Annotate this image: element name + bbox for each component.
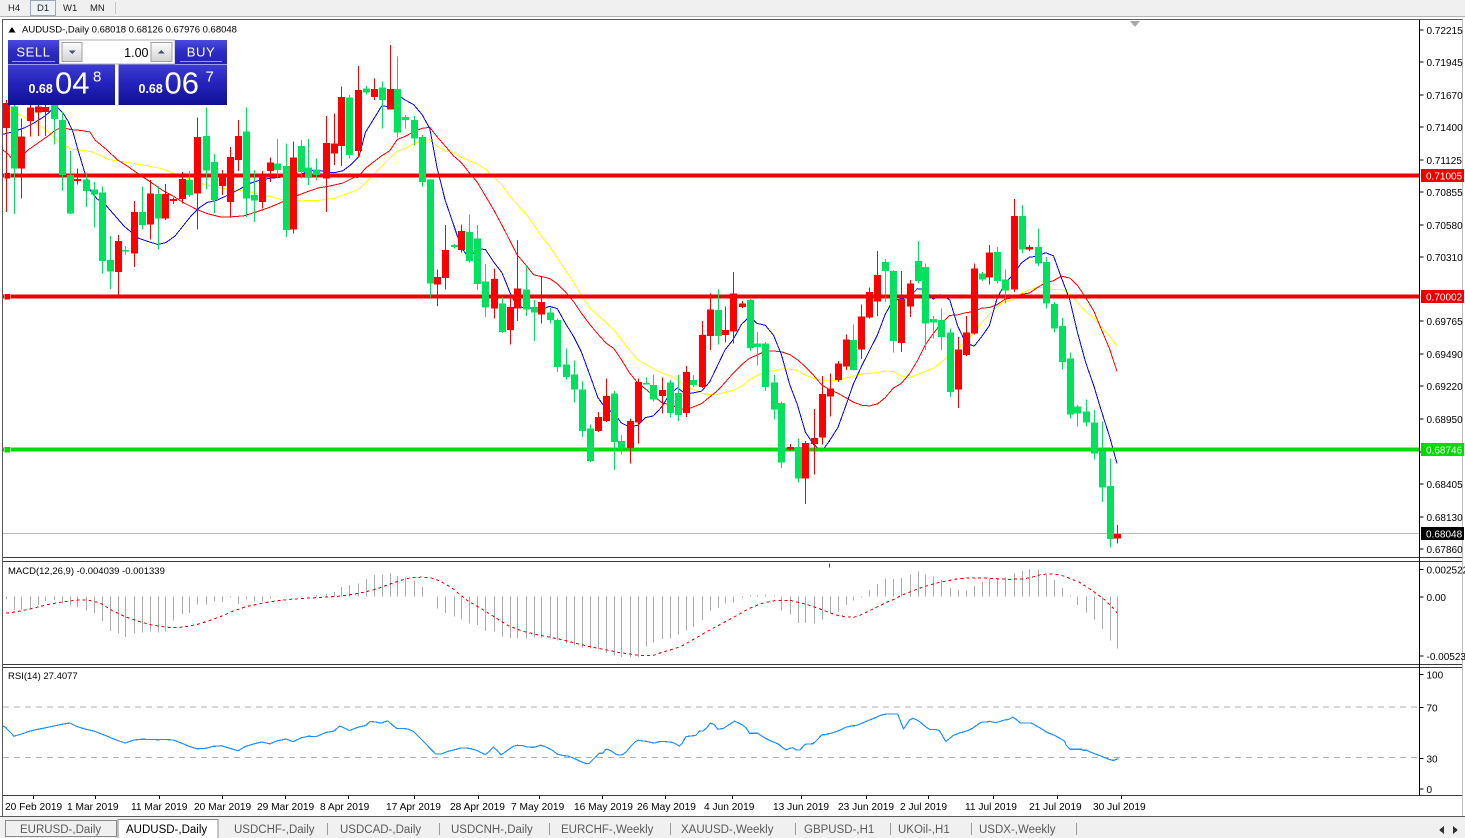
svg-text:7 May 2019: 7 May 2019 [511, 802, 565, 813]
svg-text:13 Jun 2019: 13 Jun 2019 [773, 802, 829, 813]
svg-text:W1: W1 [63, 3, 77, 14]
svg-text:0.70580: 0.70580 [1427, 221, 1464, 232]
svg-text:0.67860: 0.67860 [1427, 545, 1464, 556]
svg-text:0.002522: 0.002522 [1427, 566, 1465, 577]
svg-text:RSI(14) 27.4077: RSI(14) 27.4077 [8, 671, 78, 682]
svg-text:BUY: BUY [187, 45, 216, 60]
svg-text:1 Mar 2019: 1 Mar 2019 [67, 802, 119, 813]
svg-text:26 May 2019: 26 May 2019 [637, 802, 696, 813]
svg-text:0.70310: 0.70310 [1427, 253, 1464, 264]
svg-text:11 Jul 2019: 11 Jul 2019 [965, 802, 1017, 813]
svg-text:0.69220: 0.69220 [1427, 382, 1464, 393]
svg-text:GBPUSD-,H1: GBPUSD-,H1 [804, 824, 874, 836]
svg-text:7: 7 [206, 69, 214, 86]
svg-text:MN: MN [90, 3, 105, 14]
svg-text:0.68: 0.68 [29, 82, 53, 96]
svg-text:100: 100 [1427, 671, 1444, 682]
svg-text:0.71125: 0.71125 [1427, 156, 1463, 167]
svg-text:SELL: SELL [16, 45, 50, 60]
svg-text:0.70855: 0.70855 [1427, 188, 1464, 199]
svg-text:0.69490: 0.69490 [1427, 350, 1464, 361]
svg-text:11 Mar 2019: 11 Mar 2019 [131, 802, 188, 813]
svg-text:28 Apr 2019: 28 Apr 2019 [450, 802, 505, 813]
svg-text:0.00: 0.00 [1427, 593, 1447, 604]
svg-text:0.69765: 0.69765 [1427, 317, 1464, 328]
svg-text:0.68: 0.68 [139, 82, 163, 96]
svg-text:MACD(12,26,9) -0.004039 -0.001: MACD(12,26,9) -0.004039 -0.001339 [8, 566, 165, 577]
svg-text:AUDUSD-,Daily 0.68018 0.68126: AUDUSD-,Daily 0.68018 0.68126 0.67976 0.… [22, 25, 237, 36]
svg-text:4 Jun 2019: 4 Jun 2019 [704, 802, 755, 813]
svg-text:0.71670: 0.71670 [1427, 91, 1464, 102]
svg-text:8 Apr 2019: 8 Apr 2019 [320, 802, 370, 813]
svg-text:04: 04 [55, 66, 89, 101]
svg-text:17 Apr 2019: 17 Apr 2019 [386, 802, 441, 813]
svg-text:30: 30 [1427, 755, 1439, 766]
svg-text:EURUSD-,Daily: EURUSD-,Daily [20, 824, 101, 836]
svg-text:0.71005: 0.71005 [1426, 172, 1463, 183]
svg-text:H4: H4 [8, 3, 20, 14]
svg-text:2 Jul 2019: 2 Jul 2019 [900, 802, 947, 813]
svg-text:XAUUSD-,Weekly: XAUUSD-,Weekly [681, 824, 774, 836]
svg-text:0.68130: 0.68130 [1427, 513, 1464, 524]
svg-text:8: 8 [93, 69, 101, 86]
svg-text:0: 0 [1427, 785, 1433, 796]
svg-text:0.71400: 0.71400 [1427, 123, 1464, 134]
svg-text:D1: D1 [37, 3, 49, 14]
svg-text:0.68048: 0.68048 [1426, 530, 1463, 541]
svg-text:23 Jun 2019: 23 Jun 2019 [838, 802, 894, 813]
svg-text:0.68746: 0.68746 [1426, 446, 1463, 457]
svg-text:20 Mar 2019: 20 Mar 2019 [194, 802, 252, 813]
svg-text:0.72215: 0.72215 [1427, 26, 1464, 37]
svg-text:EURCHF-,Weekly: EURCHF-,Weekly [561, 824, 654, 836]
svg-text:0.68950: 0.68950 [1427, 415, 1464, 426]
svg-text:0.71945: 0.71945 [1427, 58, 1464, 69]
svg-text:UKOil-,H1: UKOil-,H1 [898, 824, 950, 836]
svg-text:USDCAD-,Daily: USDCAD-,Daily [340, 824, 421, 836]
svg-text:1.00: 1.00 [124, 46, 148, 60]
svg-text:06: 06 [165, 66, 199, 101]
svg-text:USDCHF-,Daily: USDCHF-,Daily [234, 824, 315, 836]
svg-text:70: 70 [1427, 704, 1439, 715]
svg-text:30 Jul 2019: 30 Jul 2019 [1093, 802, 1146, 813]
svg-text:29 Mar 2019: 29 Mar 2019 [257, 802, 315, 813]
svg-text:USDCNH-,Daily: USDCNH-,Daily [451, 824, 533, 836]
svg-text:USDX-,Weekly: USDX-,Weekly [979, 824, 1056, 836]
svg-text:0.70002: 0.70002 [1426, 293, 1463, 304]
svg-text:21 Jul 2019: 21 Jul 2019 [1029, 802, 1082, 813]
svg-text:16 May 2019: 16 May 2019 [574, 802, 633, 813]
svg-text:0.68405: 0.68405 [1427, 480, 1464, 491]
svg-text:-0.005234: -0.005234 [1427, 652, 1465, 663]
svg-text:AUDUSD-,Daily: AUDUSD-,Daily [126, 824, 207, 836]
svg-text:20 Feb 2019: 20 Feb 2019 [5, 802, 63, 813]
